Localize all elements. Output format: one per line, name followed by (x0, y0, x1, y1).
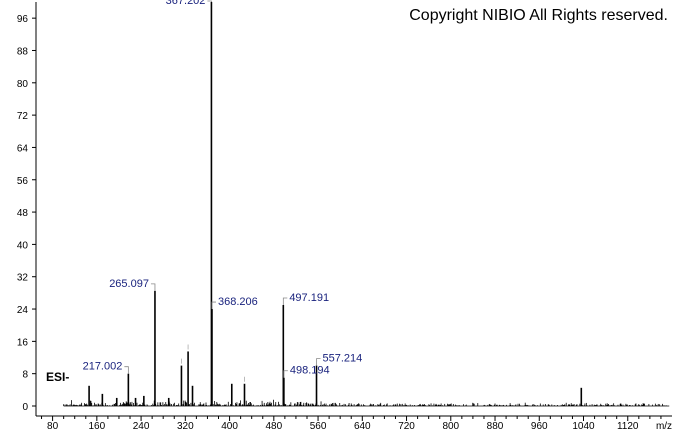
peak-label: 368.206 (218, 296, 258, 308)
x-tick-label: 480 (265, 421, 282, 432)
x-tick-label: 80 (47, 421, 59, 432)
peak-label-bracket (283, 370, 288, 378)
x-tick-label: 880 (487, 421, 504, 432)
baseline-noise (63, 399, 670, 407)
x-tick-label: 800 (442, 421, 459, 432)
peak-label: 265.097 (109, 278, 149, 290)
peak-label: 217.002 (83, 361, 123, 373)
y-tick-label: 32 (17, 273, 29, 284)
x-tick-label: 1040 (572, 421, 595, 432)
peak-label: 497.191 (289, 292, 329, 304)
y-tick-label: 8 (22, 370, 28, 381)
peak-label: 498.194 (290, 365, 330, 377)
peak-label-bracket (211, 301, 216, 310)
y-tick-label: 88 (17, 46, 29, 57)
peak-label: 367.202 (166, 0, 206, 7)
y-tick-label: 80 (17, 79, 29, 90)
x-tick-label: 1120 (617, 421, 639, 432)
x-tick-label: 320 (177, 421, 194, 432)
y-tick-label: 0 (22, 402, 28, 413)
peak-label-bracket (316, 358, 321, 366)
y-tick-label: 16 (17, 337, 29, 348)
peak-label-bracket (207, 0, 212, 2)
x-tick-label: 160 (88, 421, 105, 432)
copyright-notice: Copyright NIBIO All Rights reserved. (409, 7, 668, 24)
x-tick-label: 560 (310, 421, 327, 432)
y-tick-label: 72 (17, 111, 29, 122)
peak-label: 557.214 (323, 353, 363, 365)
y-tick-label: 40 (17, 240, 29, 251)
spectrum-peaks (88, 2, 583, 406)
x-tick-label: 400 (221, 421, 238, 432)
chart-axes: 0 8 16 24 32 40 48 56 64 72 80 88 96 80 160 240 320 400 48… (17, 2, 672, 432)
x-tick-label: 720 (398, 421, 415, 432)
peak-annotations: 367.202 368.206 265.097 217.002 497.191 498.1… (83, 0, 363, 382)
ionization-mode-label: ESI- (46, 370, 69, 384)
peak-label-bracket (124, 366, 129, 374)
x-tick-label: 960 (531, 421, 548, 432)
peak-label-bracket (150, 283, 156, 291)
y-tick-label: 56 (17, 176, 29, 187)
y-tick-label: 96 (17, 14, 29, 25)
peak-label-bracket (282, 297, 288, 305)
y-tick-label: 24 (17, 305, 29, 316)
x-tick-label: 240 (133, 421, 150, 432)
x-axis-label: m/z (656, 421, 672, 432)
y-tick-label: 64 (17, 143, 29, 154)
x-tick-label: 640 (354, 421, 371, 432)
y-tick-label: 48 (17, 208, 29, 219)
